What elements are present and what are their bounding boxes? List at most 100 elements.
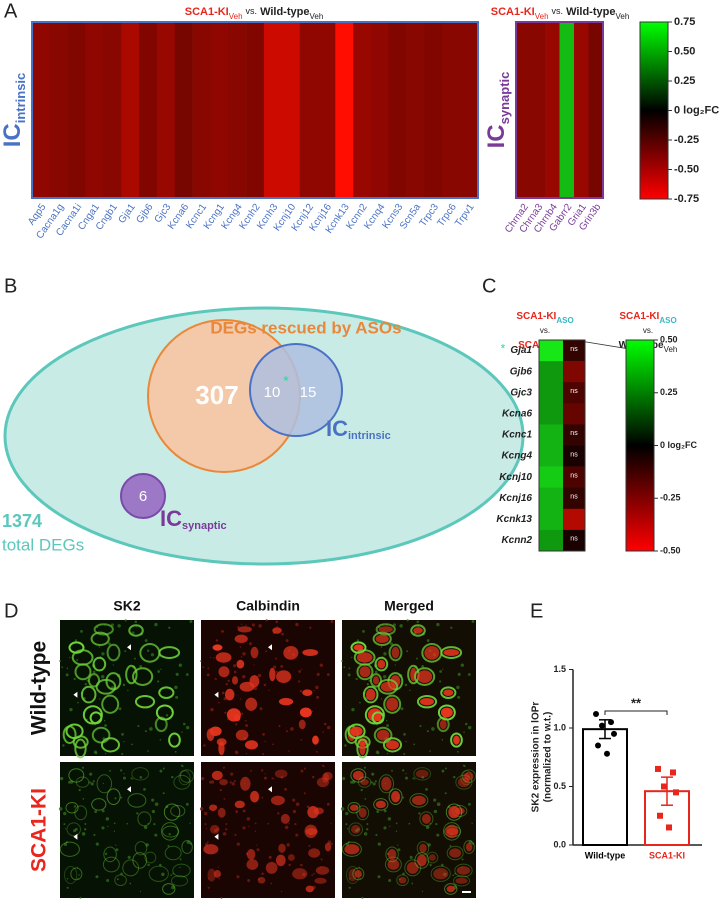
sk2-ring: [452, 875, 471, 887]
speckle: [330, 842, 333, 845]
speckle: [154, 833, 158, 837]
heatmap-cell: [563, 424, 585, 446]
calbindin-cell: [308, 848, 321, 858]
sk2-ring: [178, 770, 191, 786]
calbindin-cell: [416, 854, 427, 867]
micrograph-bg: [201, 620, 335, 756]
speckle: [464, 722, 468, 726]
speckle: [82, 797, 85, 800]
column-header-part: SCA1-KI: [518, 340, 558, 351]
heatmap-cell: [563, 361, 585, 383]
speckle: [435, 822, 438, 826]
sk2-ring: [460, 770, 473, 786]
micrograph: [340, 762, 477, 899]
speckle: [383, 674, 387, 679]
speckle: [233, 670, 237, 674]
speckle: [261, 872, 264, 876]
arrowhead: [214, 691, 219, 698]
speckle: [129, 882, 132, 885]
heatmap-title-part: Veh: [535, 12, 549, 21]
speckle: [415, 657, 418, 660]
calbindin-cell: [386, 697, 399, 711]
calbindin-cell: [439, 719, 447, 730]
calbindin-cell: [250, 790, 260, 803]
speckle: [452, 874, 455, 877]
speckle: [204, 823, 207, 826]
speckle: [170, 874, 173, 877]
calbindin-cell: [278, 843, 286, 853]
speckle: [316, 695, 320, 699]
speckle: [356, 827, 360, 831]
speckle: [204, 811, 208, 816]
calbindin-cell: [440, 707, 453, 718]
calbindin-cell: [443, 689, 454, 696]
calbindin-cell: [304, 824, 318, 839]
speckle: [109, 769, 111, 772]
arrowhead: [214, 833, 219, 840]
speckle: [400, 707, 404, 711]
colorbar-tick-label: 0.50: [674, 45, 695, 57]
speckle: [433, 809, 438, 814]
sk2-ring: [106, 788, 121, 806]
speckle: [227, 679, 230, 682]
speckle: [242, 674, 246, 679]
sk2-ring: [369, 673, 383, 688]
heatmap-cell: [388, 22, 407, 198]
speckle: [98, 698, 101, 700]
speckle: [321, 764, 325, 767]
heatmap-cell: [210, 22, 229, 198]
speckle: [202, 666, 205, 669]
sk2-ring: [134, 841, 148, 856]
speckle: [159, 769, 163, 773]
speckle: [270, 882, 273, 885]
gene-label: Kcnj16: [499, 493, 532, 504]
speckle: [66, 877, 69, 880]
gene-label: Gja1: [117, 202, 138, 226]
speckle: [161, 872, 165, 877]
speckle: [206, 673, 210, 677]
speckle: [276, 626, 278, 628]
speckle: [300, 769, 304, 773]
venn-total-count: 1374: [2, 511, 42, 531]
speckle: [467, 802, 471, 806]
speckle: [80, 630, 83, 633]
calbindin-cell: [455, 877, 468, 884]
speckle: [391, 769, 393, 772]
speckle: [374, 670, 378, 674]
speckle: [263, 683, 267, 687]
speckle: [179, 866, 181, 869]
speckle: [233, 780, 236, 783]
speckle: [90, 782, 94, 786]
speckle: [122, 683, 126, 687]
speckle: [402, 769, 405, 772]
sk2-ring: [160, 822, 179, 841]
heatmap-title-part: vs.: [246, 6, 258, 16]
speckle: [264, 773, 266, 775]
sk2-ring: [162, 883, 176, 895]
significance-label: ns: [570, 451, 578, 458]
speckle: [278, 724, 281, 728]
speckle: [421, 776, 425, 779]
sk2-ring: [102, 856, 120, 873]
speckle: [268, 855, 272, 859]
data-point: [593, 710, 599, 717]
calbindin-cell: [314, 877, 327, 884]
speckle: [254, 822, 257, 825]
speckle: [66, 667, 69, 670]
speckle: [363, 766, 367, 769]
speckle: [258, 624, 262, 628]
speckle: [92, 780, 95, 783]
sk2-ring: [172, 863, 191, 878]
speckle: [280, 776, 284, 779]
calbindin-cell: [237, 626, 252, 633]
axis-label-part: synaptic: [497, 72, 512, 125]
speckle: [286, 843, 290, 847]
speckle: [303, 767, 306, 770]
speckle: [361, 896, 364, 899]
sk2-ring: [168, 732, 181, 748]
speckle: [62, 744, 65, 747]
gene-label: Kcna6: [502, 408, 532, 419]
calbindin-cell: [365, 688, 376, 701]
speckle: [311, 874, 314, 877]
x-tick-label: Wild-type: [585, 850, 625, 860]
